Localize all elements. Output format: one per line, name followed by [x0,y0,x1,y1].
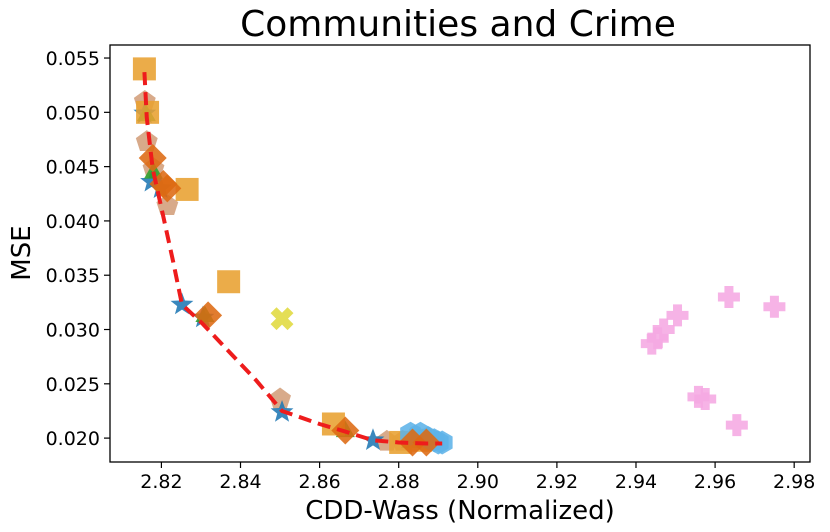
x-tick-label: 2.90 [457,471,499,493]
trend-line [142,72,443,446]
y-tick-label: 0.035 [46,265,100,287]
data-point-square [175,177,199,201]
x-tick-label: 2.86 [298,471,340,493]
data-point-square [217,270,241,294]
data-point-pentagon [156,194,179,216]
y-tick-label: 0.040 [46,211,100,233]
trend-line-group [142,72,443,446]
y-tick-label: 0.025 [46,374,100,396]
y-axis: 0.020 0.025 0.030 0.035 0.040 0.045 0.050 0.055 [46,48,110,450]
x-axis-label: CDD-Wass (Normalized) [305,496,615,526]
series-x [270,307,294,331]
chart-title: Communities and Crime [240,4,676,45]
data-point-plus [725,414,748,437]
x-tick-label: 2.92 [536,471,578,493]
y-tick-label: 0.055 [46,48,100,70]
data-point-square [132,57,156,81]
x-tick-label: 2.88 [378,471,420,493]
data-point-plus [652,318,675,341]
y-tick-label: 0.050 [46,102,100,124]
data-point-plus [646,327,669,350]
data-point-x [270,307,294,331]
data-point-star [140,169,163,192]
data-point-star [170,292,194,315]
y-tick-label: 0.045 [46,157,100,179]
data-points [132,57,786,457]
data-point-hexagon [431,430,453,455]
data-point-plus [694,388,717,411]
data-point-star [361,428,385,450]
x-tick-label: 2.84 [219,471,261,493]
y-axis-label: MSE [7,225,37,280]
y-tick-label: 0.020 [46,428,100,450]
data-point-plus [717,285,740,308]
data-point-plus [640,332,663,355]
x-tick-label: 2.82 [140,471,182,493]
series-plus [640,285,786,437]
data-point-plus [666,304,689,327]
x-tick-label: 2.94 [615,471,657,493]
x-axis: 2.82 2.84 2.86 2.88 2.90 2.92 2.94 2.96 2.98 [140,462,815,493]
x-tick-label: 2.98 [773,471,815,493]
x-tick-label: 2.96 [694,471,736,493]
y-tick-label: 0.030 [46,320,100,342]
data-point-plus [763,295,786,318]
